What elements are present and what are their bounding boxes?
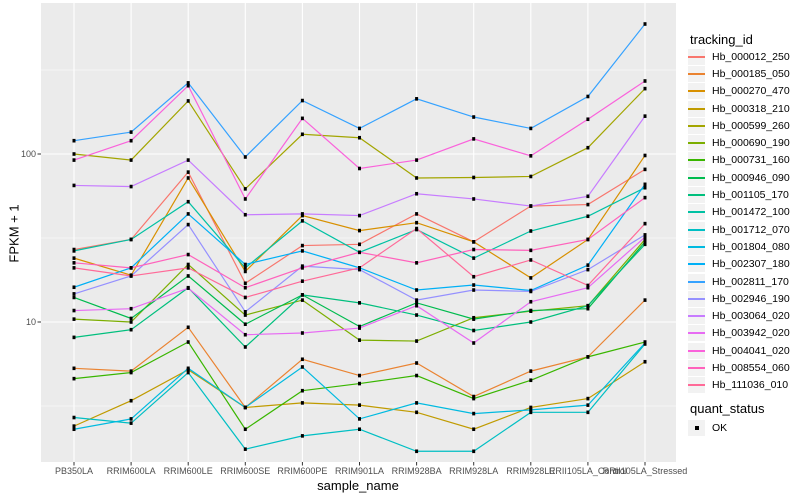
legend-item-label: Hb_004041_020 xyxy=(712,344,790,357)
legend-key-line-icon xyxy=(688,308,705,325)
legend-item-label: Hb_001804_080 xyxy=(712,240,790,253)
legend-item: Hb_003064_020 xyxy=(688,307,790,325)
legend-item-label: Hb_002946_190 xyxy=(712,292,790,305)
legend-item-label: Hb_111036_010 xyxy=(712,379,789,392)
x-tick-label: RRIM901LA xyxy=(334,466,385,476)
legend-key-line-icon xyxy=(688,359,705,376)
legend-item-label: Hb_002811_170 xyxy=(712,275,789,288)
legend-key-line-icon xyxy=(688,204,705,221)
black-square-point-icon xyxy=(688,420,705,436)
legend-key-line-icon xyxy=(688,273,705,290)
legend-item: Hb_000690_190 xyxy=(688,134,790,152)
legend-item: Hb_002811_170 xyxy=(688,273,790,290)
legend: tracking_id Hb_000012_250 Hb_000185_050 Hb… xyxy=(688,0,800,500)
legend-item-label: Hb_000185_050 xyxy=(712,67,790,80)
legend-item-label: Hb_000731_160 xyxy=(712,154,790,167)
x-tick-label: RRIM928BA xyxy=(391,466,442,476)
x-tick-label: RRII105LA_Control xyxy=(548,466,627,476)
legend-title-tracking-id: tracking_id xyxy=(690,32,753,47)
legend-item: Hb_000318_210 xyxy=(688,100,790,117)
legend-key-line-icon xyxy=(688,117,705,134)
legend-key-line-icon xyxy=(688,187,705,204)
legend-key-line-icon xyxy=(688,65,705,82)
legend-key-line-icon xyxy=(688,325,705,342)
legend-key-line-icon xyxy=(688,48,705,65)
legend-item-label: Hb_001712_070 xyxy=(712,223,790,236)
legend-item: Hb_111036_010 xyxy=(688,377,790,394)
legend-key-line-icon xyxy=(688,83,705,100)
legend-item: Hb_003942_020 xyxy=(688,325,790,342)
legend-item-label: Hb_000690_190 xyxy=(712,137,790,150)
x-tick-label: RRIM928LE xyxy=(506,466,556,476)
legend-key-line-icon xyxy=(688,342,705,359)
y-tick-label: 10 xyxy=(25,316,36,327)
legend-key-line-icon xyxy=(688,221,705,238)
legend-items: Hb_000012_250 Hb_000185_050 Hb_000270_470 H… xyxy=(688,48,790,394)
legend-key-line-icon xyxy=(688,152,705,169)
legend-item-label: Hb_000270_470 xyxy=(712,85,790,98)
legend-item: Hb_002946_190 xyxy=(688,290,790,307)
legend-item: Hb_000599_260 xyxy=(688,117,790,134)
legend-item: Hb_000012_250 xyxy=(688,48,790,65)
legend-item: Hb_001105_170 xyxy=(688,186,790,204)
legend-key-line-icon xyxy=(688,256,705,273)
legend-key-line-icon xyxy=(688,377,705,394)
x-tick-label: PB350LA xyxy=(54,466,94,476)
legend-item: Hb_002307_180 xyxy=(688,256,790,273)
x-tick-label: RRIM600PE xyxy=(277,466,328,476)
legend-item-label: Hb_000946_090 xyxy=(712,171,790,184)
legend-item-label: Hb_008554_060 xyxy=(712,361,790,374)
legend-item: Hb_001712_070 xyxy=(688,221,790,238)
legend-item-label: Hb_003942_020 xyxy=(712,327,790,340)
legend-item: Hb_001804_080 xyxy=(688,238,790,255)
legend-item: Hb_008554_060 xyxy=(688,359,790,376)
x-tick-label: RRIM928LA xyxy=(449,466,499,476)
legend-item-label: Hb_003064_020 xyxy=(712,310,790,323)
legend-item: Hb_000731_160 xyxy=(688,152,790,169)
legend-item: Hb_001472_100 xyxy=(688,204,790,221)
legend-item-label: Hb_000012_250 xyxy=(712,50,790,63)
quant-status-label: OK xyxy=(712,422,728,434)
x-tick-label: RRIM600LE xyxy=(163,466,213,476)
legend-key-line-icon xyxy=(688,135,705,152)
y-tick-label: 100 xyxy=(20,148,36,159)
legend-item-label: Hb_001105_170 xyxy=(712,189,789,202)
legend-item: Hb_000270_470 xyxy=(688,83,790,100)
legend-item: Hb_000946_090 xyxy=(688,169,790,186)
legend-item: Hb_000185_050 xyxy=(688,65,790,82)
legend-key-line-icon xyxy=(688,100,705,117)
legend-item-label: Hb_002307_180 xyxy=(712,258,790,271)
legend-item-quant-ok: OK xyxy=(688,420,727,436)
x-tick-label: RRII105LA_Stressed xyxy=(602,466,688,476)
legend-key-line-icon xyxy=(688,238,705,255)
legend-item: Hb_004041_020 xyxy=(688,342,790,359)
legend-title-quant-status: quant_status xyxy=(690,401,765,416)
legend-key-line-icon xyxy=(688,290,705,307)
x-tick-label: RRIM600SE xyxy=(220,466,271,476)
legend-item-label: Hb_000599_260 xyxy=(712,119,790,132)
x-axis-title: sample_name xyxy=(317,478,399,493)
y-axis-title: FPKM + 1 xyxy=(6,204,22,263)
legend-item-label: Hb_000318_210 xyxy=(712,102,790,115)
x-tick-label: RRIM600LA xyxy=(106,466,156,476)
legend-key-line-icon xyxy=(688,169,705,186)
legend-item-label: Hb_001472_100 xyxy=(712,206,790,219)
